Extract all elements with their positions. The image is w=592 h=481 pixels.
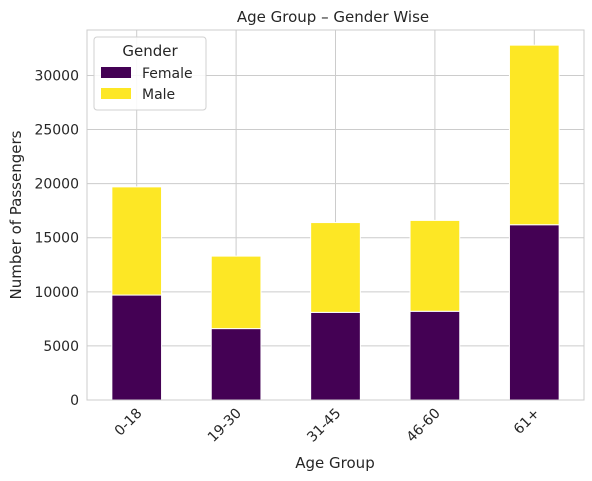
chart-title: Age Group – Gender Wise — [237, 8, 429, 26]
bar-female-46-60 — [409, 310, 461, 401]
y-axis-label: Number of Passengers — [7, 130, 25, 299]
legend-label-male: Male — [142, 87, 175, 103]
y-tick-label: 10000 — [34, 285, 79, 301]
y-tick-labels: 0 5000 10000 15000 20000 25000 30000 — [34, 68, 79, 409]
y-tick-label: 30000 — [34, 68, 79, 84]
legend-title: Gender — [122, 42, 178, 60]
y-tick-label: 15000 — [34, 231, 79, 247]
bar-female-19-30 — [210, 328, 262, 401]
x-tick-label: 31-45 — [304, 406, 344, 446]
x-tick-label: 61+ — [511, 406, 543, 438]
y-tick-label: 25000 — [34, 123, 79, 139]
y-tick-label: 20000 — [34, 177, 79, 193]
x-axis-label: Age Group — [295, 454, 374, 472]
y-tick-label: 5000 — [43, 339, 79, 355]
bars — [111, 44, 560, 401]
x-tick-label: 46-60 — [404, 406, 444, 446]
plot-frame — [86, 29, 585, 401]
bar-female-61 — [508, 224, 560, 401]
legend-label-female: Female — [142, 66, 193, 82]
bar-male-46-60 — [409, 219, 461, 312]
x-tick-label: 0-18 — [112, 406, 146, 440]
legend-swatch-male — [101, 88, 131, 99]
bar-male-61 — [508, 44, 560, 226]
x-tick-labels: 0-18 19-30 31-45 46-60 61+ — [112, 406, 543, 446]
x-tick-label: 19-30 — [205, 406, 245, 446]
bar-male-19-30 — [210, 255, 262, 330]
y-tick-label: 0 — [70, 393, 79, 409]
bar-female-0-18 — [111, 294, 163, 401]
bar-male-31-45 — [310, 222, 361, 313]
legend-swatch-female — [101, 67, 131, 78]
legend: Gender Female Male — [93, 36, 207, 111]
bar-female-31-45 — [310, 311, 361, 401]
bar-male-0-18 — [111, 186, 163, 296]
